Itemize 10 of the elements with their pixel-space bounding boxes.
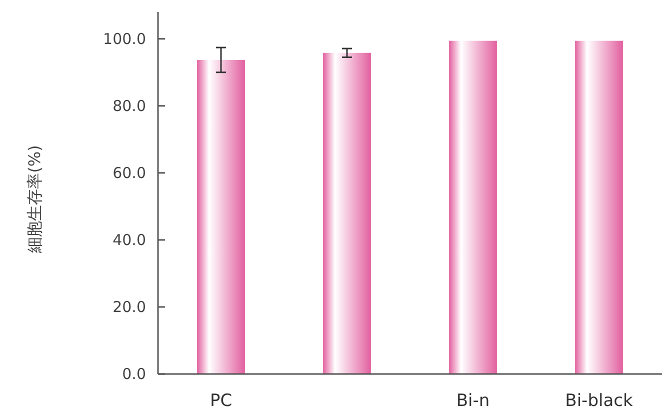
x-tick-label: PC [210,391,232,411]
y-axis-title: 細胞生存率(%) [25,145,44,254]
y-tick-label: 0.0 [122,365,146,383]
y-tick-label: 80.0 [112,96,146,115]
y-tick-label: 40.0 [112,230,146,249]
x-tick-label: Bi-n [456,391,490,411]
x-tick-label: Bi-black [565,391,633,411]
y-tick-label: 100.0 [103,30,146,48]
y-tick-label: 60.0 [112,164,146,182]
y-tick-label: 20.0 [112,298,146,316]
